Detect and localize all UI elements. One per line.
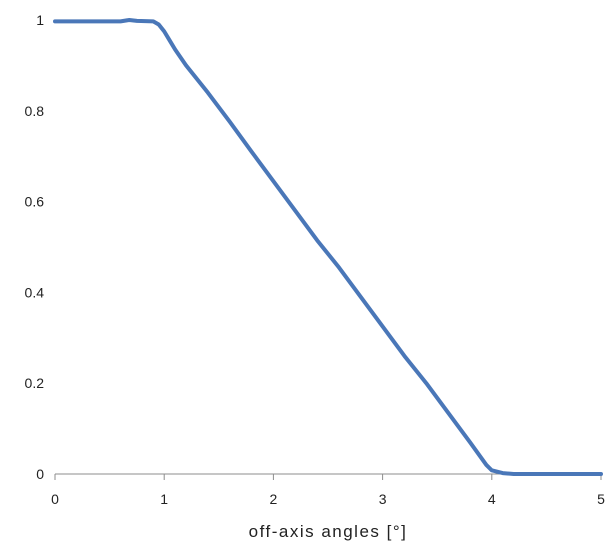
- y-tick-label: 0: [36, 466, 44, 482]
- x-tick-label: 0: [51, 491, 59, 507]
- x-axis-title: off-axis angles [°]: [249, 522, 408, 541]
- series-group: [53, 18, 603, 476]
- x-axis-ticks: 0 1 2 3 4 5: [51, 474, 605, 507]
- x-tick-label: 1: [160, 491, 168, 507]
- x-tick-label: 2: [270, 491, 278, 507]
- x-tick-label: 4: [488, 491, 496, 507]
- y-tick-label: 1: [36, 12, 44, 28]
- x-tick-label: 5: [597, 491, 605, 507]
- y-tick-label: 0.6: [25, 194, 45, 210]
- series-line: [53, 18, 603, 476]
- y-tick-label: 0.8: [25, 103, 45, 119]
- y-axis-ticks: 0 0.2 0.4 0.6 0.8 1: [25, 12, 45, 482]
- y-tick-label: 0.2: [25, 375, 45, 391]
- y-tick-label: 0.4: [25, 284, 45, 300]
- x-tick-label: 3: [379, 491, 387, 507]
